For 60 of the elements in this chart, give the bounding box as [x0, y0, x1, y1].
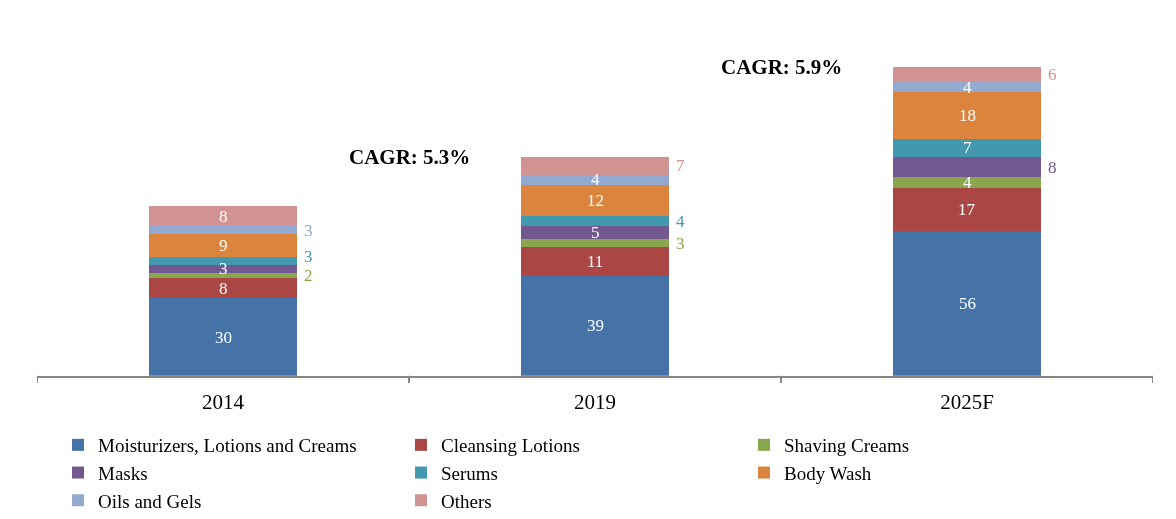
bar	[892, 92, 1042, 139]
bar	[892, 66, 1042, 83]
x-tick-label: 2025F	[940, 390, 994, 414]
bar	[148, 272, 298, 278]
data-label: 7	[963, 138, 972, 157]
data-label: 4	[676, 212, 685, 231]
data-label: 11	[587, 252, 604, 271]
x-tick-label: 2014	[202, 390, 245, 414]
data-label: 3	[304, 221, 313, 240]
data-label: 8	[219, 207, 228, 226]
bar	[148, 226, 298, 235]
bar	[148, 277, 298, 299]
data-label: 3	[304, 247, 313, 266]
legend-label: Cleansing Lotions	[441, 435, 580, 457]
data-label: 2	[304, 266, 313, 285]
bar	[520, 174, 670, 186]
legend-label: Serums	[441, 462, 498, 484]
data-label: 6	[1048, 65, 1057, 84]
bar	[148, 264, 298, 273]
bar	[892, 138, 1042, 157]
legend-label: Body Wash	[784, 462, 872, 484]
bar	[148, 298, 298, 376]
legend-label: Moisturizers, Lotions and Creams	[98, 435, 357, 457]
bar	[520, 246, 670, 276]
data-label: 4	[963, 173, 972, 192]
bar	[520, 185, 670, 217]
data-label: 30	[215, 328, 232, 347]
bar	[892, 177, 1042, 188]
data-label: 18	[959, 106, 976, 125]
bar	[148, 205, 298, 227]
data-label: 5	[591, 223, 600, 242]
bar	[520, 156, 670, 175]
bar	[520, 275, 670, 376]
data-label: 17	[958, 200, 976, 219]
data-label: 8	[219, 279, 228, 298]
data-label: 4	[591, 170, 600, 189]
data-label: 9	[219, 236, 228, 255]
data-label: 3	[219, 259, 228, 278]
data-label: 56	[959, 294, 976, 313]
legend-label: Oils and Gels	[98, 490, 202, 512]
bar	[892, 82, 1042, 93]
bar	[520, 239, 670, 247]
legend-label: Shaving Creams	[784, 435, 910, 457]
data-label: 39	[587, 316, 604, 335]
bar	[148, 234, 298, 258]
bar	[892, 231, 1042, 376]
data-label: 8	[1048, 158, 1057, 177]
bar	[520, 216, 670, 227]
annotation: CAGR: 5.3%	[349, 145, 471, 169]
legend-label: Masks	[98, 462, 148, 484]
bar	[892, 156, 1042, 178]
annotation: CAGR: 5.9%	[721, 55, 843, 79]
x-tick-label: 2019	[574, 390, 616, 414]
bar	[892, 187, 1042, 232]
bar	[520, 226, 670, 240]
data-label: 7	[676, 156, 685, 175]
legend-label: Others	[441, 490, 492, 512]
data-label: 3	[676, 234, 685, 253]
bar	[148, 257, 298, 265]
data-label: 12	[587, 191, 604, 210]
